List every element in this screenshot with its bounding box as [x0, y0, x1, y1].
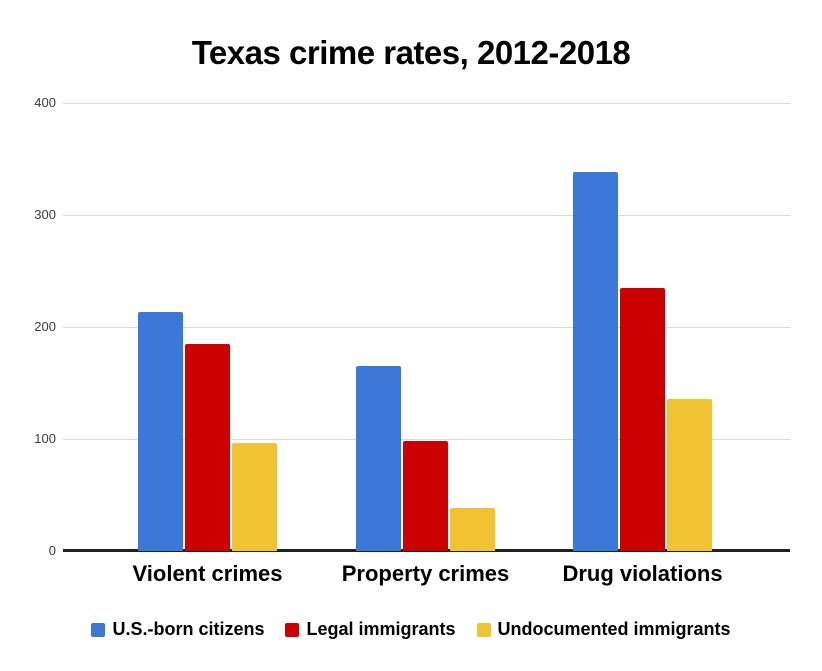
y-axis-tick-0: 0: [48, 543, 56, 558]
gridline-400: [63, 103, 790, 104]
bar-u-s-born-citizens-property-crimes: [356, 366, 401, 551]
bar-group-violent-crimes: [138, 312, 277, 551]
gridline-100: [63, 439, 790, 440]
legend-label: Undocumented immigrants: [497, 619, 731, 639]
y-axis-tick-200: 200: [34, 319, 56, 334]
plot-area: [63, 103, 790, 552]
chart-title: Texas crime rates, 2012-2018: [191, 34, 631, 71]
legend-item-u-s-born-citizens: U.S.-born citizens: [91, 619, 264, 640]
bar-u-s-born-citizens-violent-crimes: [138, 312, 183, 551]
bar-u-s-born-citizens-drug-violations: [573, 172, 618, 551]
legend-swatch-icon: [285, 622, 300, 637]
x-axis-label-property-crimes: Property crimes: [341, 561, 510, 586]
bar-undocumented-immigrants-property-crimes: [450, 508, 495, 551]
bar-group-drug-violations: [573, 172, 712, 551]
y-axis-tick-100: 100: [34, 431, 56, 446]
bar-legal-immigrants-drug-violations: [620, 287, 665, 551]
legend-swatch-icon: [91, 622, 106, 637]
legend-item-legal-immigrants: Legal immigrants: [285, 619, 456, 640]
legend-swatch-icon: [476, 622, 491, 637]
gridline-300: [63, 215, 790, 216]
legend-label: U.S.-born citizens: [112, 619, 265, 639]
legend-item-undocumented-immigrants: Undocumented immigrants: [476, 619, 731, 640]
legend-label: Legal immigrants: [306, 619, 456, 639]
y-axis-tick-300: 300: [34, 207, 56, 222]
gridline-200: [63, 327, 790, 328]
x-axis-label-violent-crimes: Violent crimes: [132, 561, 283, 586]
bar-legal-immigrants-violent-crimes: [185, 343, 230, 551]
bar-legal-immigrants-property-crimes: [403, 441, 448, 551]
chart-legend: U.S.-born citizens Legal immigrants Undocu…: [0, 619, 822, 640]
bar-undocumented-immigrants-drug-violations: [667, 398, 712, 551]
bar-group-property-crimes: [356, 366, 495, 551]
bar-undocumented-immigrants-violent-crimes: [232, 443, 277, 551]
x-axis-label-drug-violations: Drug violations: [562, 561, 723, 586]
y-axis-tick-400: 400: [34, 95, 56, 110]
